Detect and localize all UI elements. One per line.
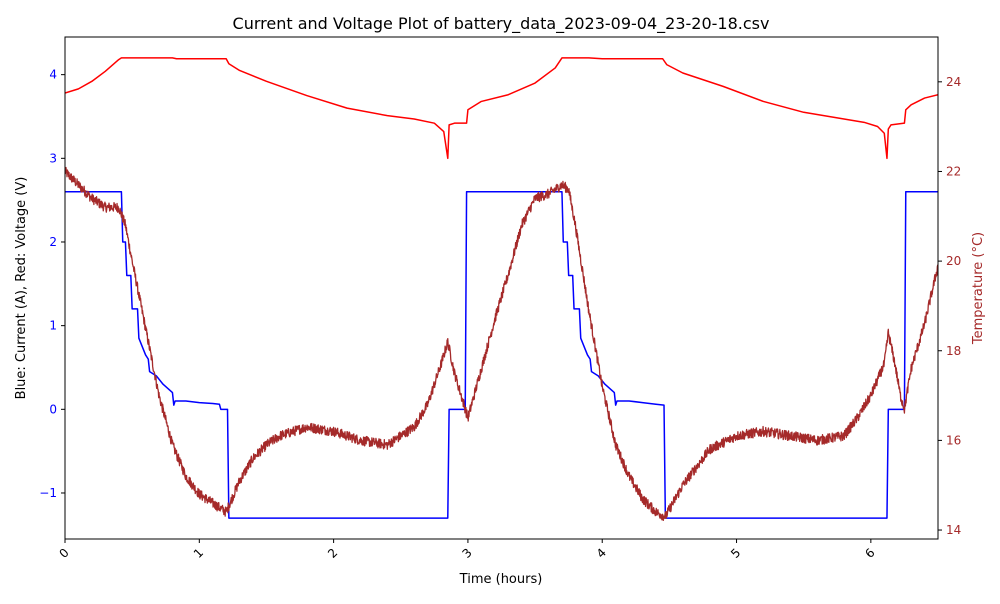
y-left-axis: −1 0 1 2 3 4 — [39, 68, 65, 500]
y-left-axis-label: Blue: Current (A), Red: Voltage (V) — [14, 177, 29, 400]
y-right-tick-label: 22 — [946, 164, 961, 178]
y-right-tick-label: 16 — [946, 433, 961, 447]
x-tick-label: 4 — [594, 546, 609, 561]
y-left-tick-label: 4 — [49, 68, 57, 82]
x-tick-label: 2 — [325, 546, 340, 561]
y-right-axis: 14 16 18 20 22 24 — [938, 75, 961, 537]
y-right-axis-label: Temperature (°C) — [971, 232, 986, 345]
x-axis-label: Time (hours) — [459, 572, 543, 587]
plot-frame — [64, 36, 939, 540]
voltage-line — [65, 57, 938, 160]
x-tick-label: 3 — [459, 546, 474, 561]
y-right-tick-label: 24 — [946, 75, 961, 89]
y-left-tick-label: 1 — [49, 319, 57, 333]
y-left-tick-label: 0 — [49, 402, 57, 416]
temperature-line — [65, 166, 938, 522]
x-axis: 0 1 2 3 4 5 6 — [57, 539, 878, 561]
y-right-tick-label: 20 — [946, 254, 961, 268]
x-tick-label: 5 — [728, 546, 743, 561]
y-left-tick-label: 2 — [49, 235, 57, 249]
current-line — [65, 191, 938, 519]
x-tick-label: 6 — [862, 546, 877, 561]
y-right-tick-label: 14 — [946, 523, 961, 537]
y-left-tick-label: 3 — [49, 151, 57, 165]
y-right-tick-label: 18 — [946, 344, 961, 358]
chart-title: Current and Voltage Plot of battery_data… — [233, 14, 770, 34]
x-tick-label: 0 — [57, 546, 72, 561]
plot-area — [65, 57, 938, 522]
y-left-tick-label: −1 — [39, 486, 57, 500]
x-tick-label: 1 — [191, 546, 206, 561]
